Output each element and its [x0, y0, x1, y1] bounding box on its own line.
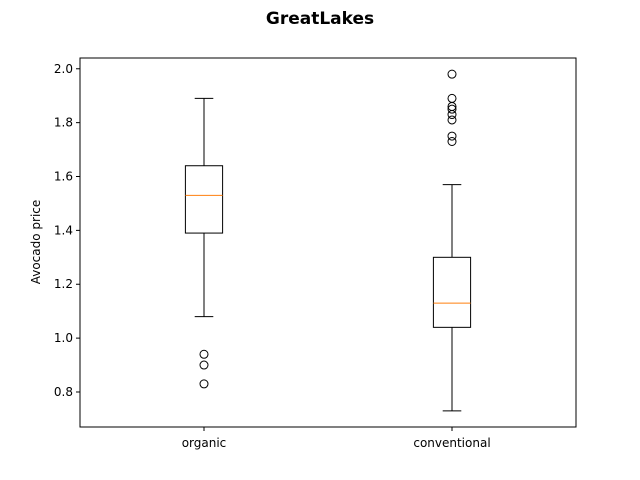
outlier-point — [447, 136, 457, 146]
plot-area — [79, 57, 577, 428]
x-tick-label: conventional — [413, 436, 490, 450]
chart-title: GreatLakes — [266, 9, 374, 29]
outlier-point — [199, 349, 209, 359]
outlier-point — [447, 104, 457, 114]
iqr-box — [184, 165, 224, 234]
outlier-point — [199, 379, 209, 389]
boxes-group — [184, 69, 472, 412]
y-tick-label: 2.0 — [54, 62, 73, 76]
y-tick-label: 0.8 — [54, 385, 73, 399]
outlier-point — [447, 93, 457, 103]
outlier-point — [447, 115, 457, 125]
x-axis-ticks: organic conventional — [182, 427, 491, 450]
y-axis-ticks: 0.8 1.0 1.2 1.4 1.6 1.8 2.0 — [54, 62, 80, 399]
box-organic — [184, 97, 224, 389]
y-tick-label: 1.4 — [54, 223, 73, 237]
outlier-point — [447, 69, 457, 79]
outlier-point — [447, 131, 457, 141]
y-tick-label: 1.6 — [54, 170, 73, 184]
x-tick-label: organic — [182, 436, 227, 450]
y-tick-label: 1.0 — [54, 331, 73, 345]
iqr-box — [432, 256, 472, 328]
box-conventional — [432, 69, 472, 412]
outlier-point — [199, 360, 209, 370]
y-tick-label: 1.8 — [54, 116, 73, 130]
y-tick-label: 1.2 — [54, 277, 73, 291]
y-axis-label: Avocado price — [29, 200, 43, 285]
